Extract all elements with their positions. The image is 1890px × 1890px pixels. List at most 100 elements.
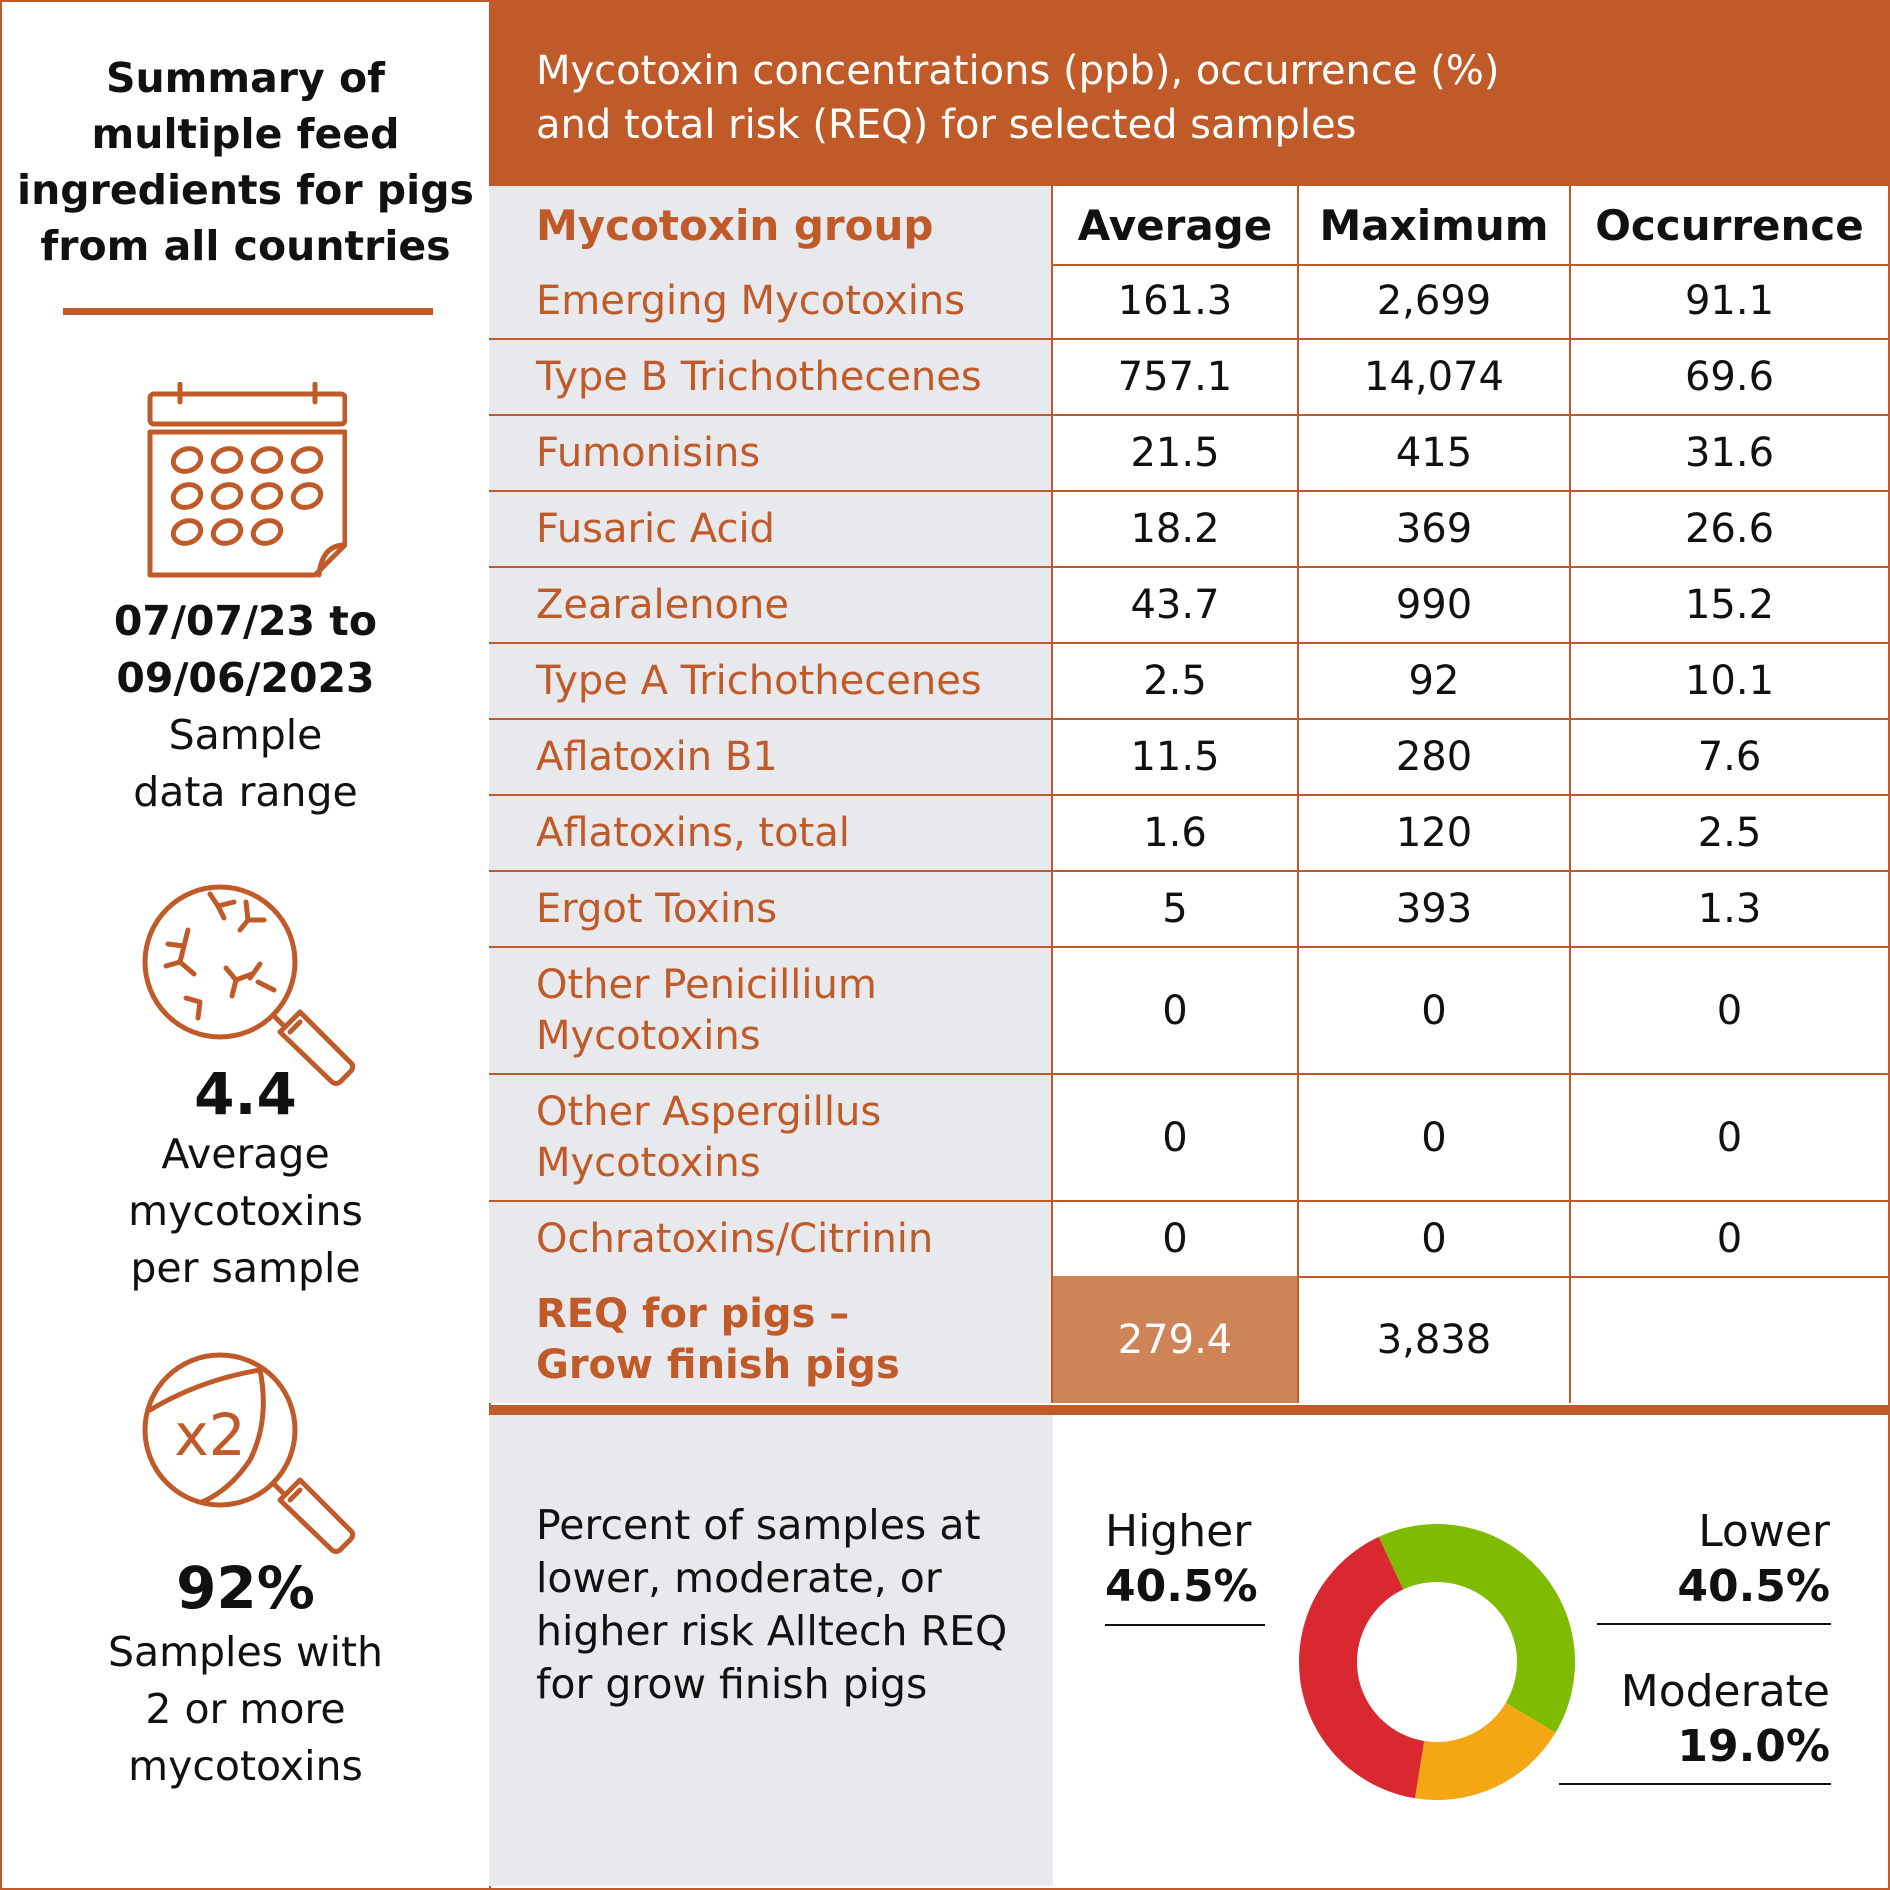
header-title-line: and total risk (REQ) for selected sample… bbox=[536, 102, 1357, 148]
mycotoxin-group-cell: Type B Trichothecenes bbox=[489, 340, 1053, 414]
donut-slice-moderate bbox=[1414, 1702, 1556, 1800]
req-row: REQ for pigs – Grow finish pigs 279.4 3,… bbox=[489, 1276, 1888, 1403]
occurrence-cell: 1.3 bbox=[1697, 886, 1762, 932]
req-occurrence bbox=[1571, 1276, 1888, 1403]
average-cell: 21.5 bbox=[1053, 416, 1299, 490]
occurrence-cell: 7.6 bbox=[1697, 734, 1762, 780]
maximum-cell: 280 bbox=[1299, 720, 1571, 794]
mycotoxin-group-cell: Fusaric Acid bbox=[489, 492, 1053, 566]
donut-slice-higher bbox=[1299, 1536, 1425, 1799]
sidebar-title-line: from all countries bbox=[40, 222, 451, 270]
average-cell: 161.3 bbox=[1053, 264, 1299, 338]
mycotoxin-group-name: Other Penicillium bbox=[536, 961, 877, 1008]
occurrence-cell: 0 bbox=[1716, 987, 1743, 1034]
risk-description-line: for grow finish pigs bbox=[536, 1660, 928, 1708]
average-cell: 0 bbox=[1053, 1075, 1299, 1200]
maximum-cell: 369 bbox=[1299, 492, 1571, 566]
legend-moderate-underline bbox=[1559, 1783, 1831, 1785]
avg-label-line: mycotoxins bbox=[128, 1187, 363, 1235]
pct-label-line: Samples with bbox=[107, 1628, 384, 1676]
avg-mycotoxins-value: 4.4 bbox=[194, 1060, 297, 1128]
date-label-line: Sample bbox=[168, 711, 323, 759]
mycotoxin-group-cell: Ochratoxins/Citrinin bbox=[489, 1202, 1053, 1276]
risk-description-line: Percent of samples at bbox=[536, 1501, 981, 1549]
legend-lower-underline bbox=[1597, 1623, 1831, 1625]
legend-higher-underline bbox=[1105, 1624, 1265, 1626]
magnifier-mold-icon bbox=[142, 884, 356, 1086]
avg-label-line: Average bbox=[161, 1130, 330, 1178]
mycotoxin-group-name: Aflatoxin B1 bbox=[536, 733, 778, 780]
mycotoxin-group-name: Type A Trichothecenes bbox=[536, 657, 982, 704]
column-header-maximum: Maximum bbox=[1299, 186, 1571, 264]
average-cell: 757.1 bbox=[1053, 340, 1299, 414]
sidebar-title-line: Summary of bbox=[105, 54, 386, 102]
maximum-cell: 2,699 bbox=[1299, 264, 1571, 338]
mycotoxin-group-name: Aflatoxins, total bbox=[536, 809, 850, 856]
column-header-average: Average bbox=[1053, 186, 1299, 264]
legend-moderate-label: Moderate bbox=[1620, 1666, 1830, 1717]
table-row: Ochratoxins/Citrinin 0 0 0 bbox=[489, 1202, 1888, 1278]
req-label-line: REQ for pigs – bbox=[536, 1290, 850, 1337]
maximum-cell: 415 bbox=[1299, 416, 1571, 490]
occurrence-cell: 91.1 bbox=[1684, 278, 1775, 324]
calendar-icon bbox=[147, 382, 347, 578]
maximum-cell: 0 bbox=[1299, 948, 1571, 1073]
magnifier-x2-icon: x2 bbox=[142, 1352, 356, 1554]
req-label: REQ for pigs – Grow finish pigs bbox=[489, 1276, 1053, 1403]
table-row: Aflatoxin B1 11.5 280 7.6 bbox=[489, 720, 1888, 796]
average-cell: 43.7 bbox=[1053, 568, 1299, 642]
donut-slice-lower bbox=[1378, 1524, 1575, 1733]
req-average: 279.4 bbox=[1053, 1276, 1299, 1403]
occurrence-cell: 31.6 bbox=[1684, 430, 1775, 476]
header-title: Mycotoxin concentrations (ppb), occurren… bbox=[536, 44, 1836, 152]
multi-mycotoxin-pct-label: Samples with 2 or more mycotoxins bbox=[2, 1624, 489, 1795]
date-range-line: 07/07/23 to bbox=[113, 597, 378, 645]
table-row: Fumonisins 21.5 415 31.6 bbox=[489, 416, 1888, 492]
average-cell: 1.6 bbox=[1053, 796, 1299, 870]
maximum-cell: 0 bbox=[1299, 1075, 1571, 1200]
header-title-line: Mycotoxin concentrations (ppb), occurren… bbox=[536, 48, 1500, 94]
sidebar-divider bbox=[63, 308, 433, 315]
maximum-cell: 14,074 bbox=[1299, 340, 1571, 414]
occurrence-cell: 15.2 bbox=[1684, 582, 1775, 628]
x2-label: x2 bbox=[174, 1401, 245, 1469]
mycotoxin-group-cell: Aflatoxin B1 bbox=[489, 720, 1053, 794]
mycotoxin-group-cell: Aflatoxins, total bbox=[489, 796, 1053, 870]
maximum-cell: 990 bbox=[1299, 568, 1571, 642]
pct-label-line: 2 or more bbox=[145, 1685, 346, 1733]
legend-moderate-value: 19.0% bbox=[1677, 1721, 1830, 1772]
mycotoxin-group-name: Fusaric Acid bbox=[536, 505, 775, 552]
mycotoxin-group-name: Mycotoxins bbox=[536, 1012, 761, 1059]
sidebar-title-line: multiple feed bbox=[91, 110, 400, 158]
mycotoxin-group-name: Ochratoxins/Citrinin bbox=[536, 1215, 934, 1262]
req-maximum: 3,838 bbox=[1299, 1276, 1571, 1403]
table-row: Ergot Toxins 5 393 1.3 bbox=[489, 872, 1888, 948]
multi-mycotoxin-pct-value: 92% bbox=[176, 1554, 315, 1622]
maximum-cell: 92 bbox=[1299, 644, 1571, 718]
table-header-banner: Mycotoxin concentrations (ppb), occurren… bbox=[489, 2, 1888, 186]
risk-description-line: higher risk Alltech REQ bbox=[536, 1607, 1008, 1655]
average-cell: 11.5 bbox=[1053, 720, 1299, 794]
maximum-cell: 393 bbox=[1299, 872, 1571, 946]
column-header-occurrence: Occurrence bbox=[1595, 200, 1864, 250]
table-row: Other Penicillium Mycotoxins 0 0 0 bbox=[489, 948, 1888, 1075]
average-cell: 0 bbox=[1053, 948, 1299, 1073]
mycotoxin-group-cell: Zearalenone bbox=[489, 568, 1053, 642]
table-row: Zearalenone 43.7 990 15.2 bbox=[489, 568, 1888, 644]
avg-mycotoxins-label: Average mycotoxins per sample bbox=[2, 1126, 489, 1297]
average-cell: 2.5 bbox=[1053, 644, 1299, 718]
occurrence-cell: 10.1 bbox=[1684, 658, 1775, 704]
summary-sidebar: Summary of multiple feed ingredients for… bbox=[2, 2, 491, 1888]
pct-label-line: mycotoxins bbox=[128, 1742, 363, 1790]
legend-higher-value: 40.5% bbox=[1105, 1561, 1258, 1612]
date-range-label: Sample data range bbox=[2, 707, 489, 821]
average-cell: 0 bbox=[1053, 1202, 1299, 1276]
sidebar-title-line: ingredients for pigs bbox=[17, 166, 474, 214]
table-bottom-rule bbox=[489, 1405, 1888, 1415]
table-row: Type B Trichothecenes 757.1 14,074 69.6 bbox=[489, 340, 1888, 416]
column-header-group: Mycotoxin group bbox=[489, 186, 1053, 264]
date-range: 07/07/23 to 09/06/2023 bbox=[2, 593, 489, 707]
table-row: Type A Trichothecenes 2.5 92 10.1 bbox=[489, 644, 1888, 720]
